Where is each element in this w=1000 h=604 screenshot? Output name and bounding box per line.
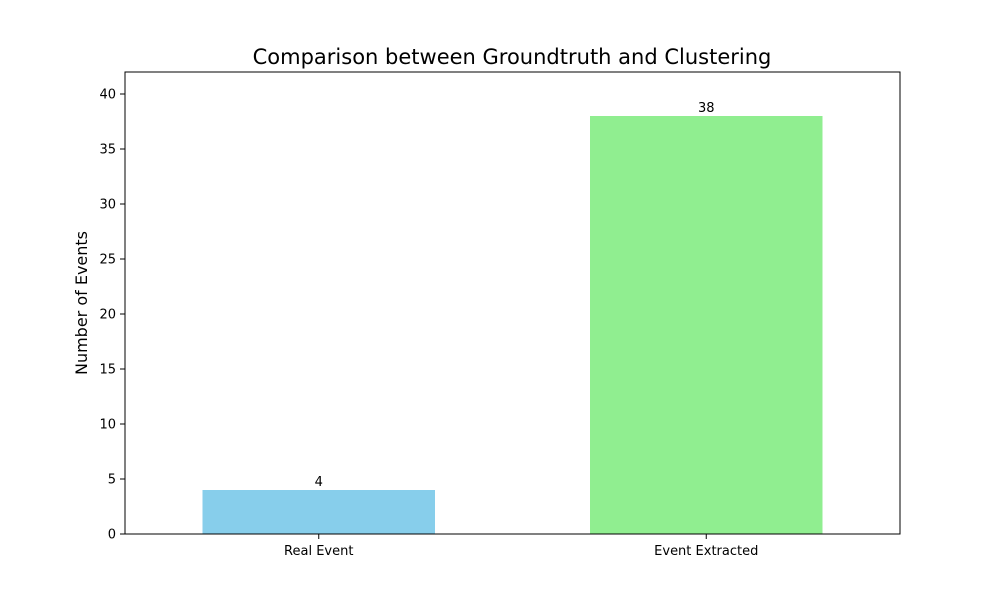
y-tick-label: 15 <box>99 363 116 378</box>
bar-real-event <box>202 490 435 534</box>
chart-title: Comparison between Groundtruth and Clust… <box>253 45 772 69</box>
bar-value-label: 4 <box>315 475 323 490</box>
plot-frame <box>124 71 901 535</box>
x-tick-label: Real Event <box>284 544 353 559</box>
bar-value-label: 38 <box>698 101 715 116</box>
plot-area: 4 Real Event 38 Event Extracted 0 5 10 15 20 25 30… <box>99 71 901 559</box>
bar-event-extracted <box>590 116 823 534</box>
y-tick-label: 5 <box>108 473 116 488</box>
y-tick-label: 10 <box>99 418 116 433</box>
y-tick-label: 40 <box>99 88 116 103</box>
y-tick-label: 35 <box>99 143 116 158</box>
y-tick-label: 30 <box>99 198 116 213</box>
x-tick-label: Event Extracted <box>654 544 758 559</box>
y-tick-label: 0 <box>108 528 116 543</box>
y-tick-label: 20 <box>99 308 116 323</box>
y-axis-label: Number of Events <box>72 231 91 375</box>
y-tick-label: 25 <box>99 253 116 268</box>
